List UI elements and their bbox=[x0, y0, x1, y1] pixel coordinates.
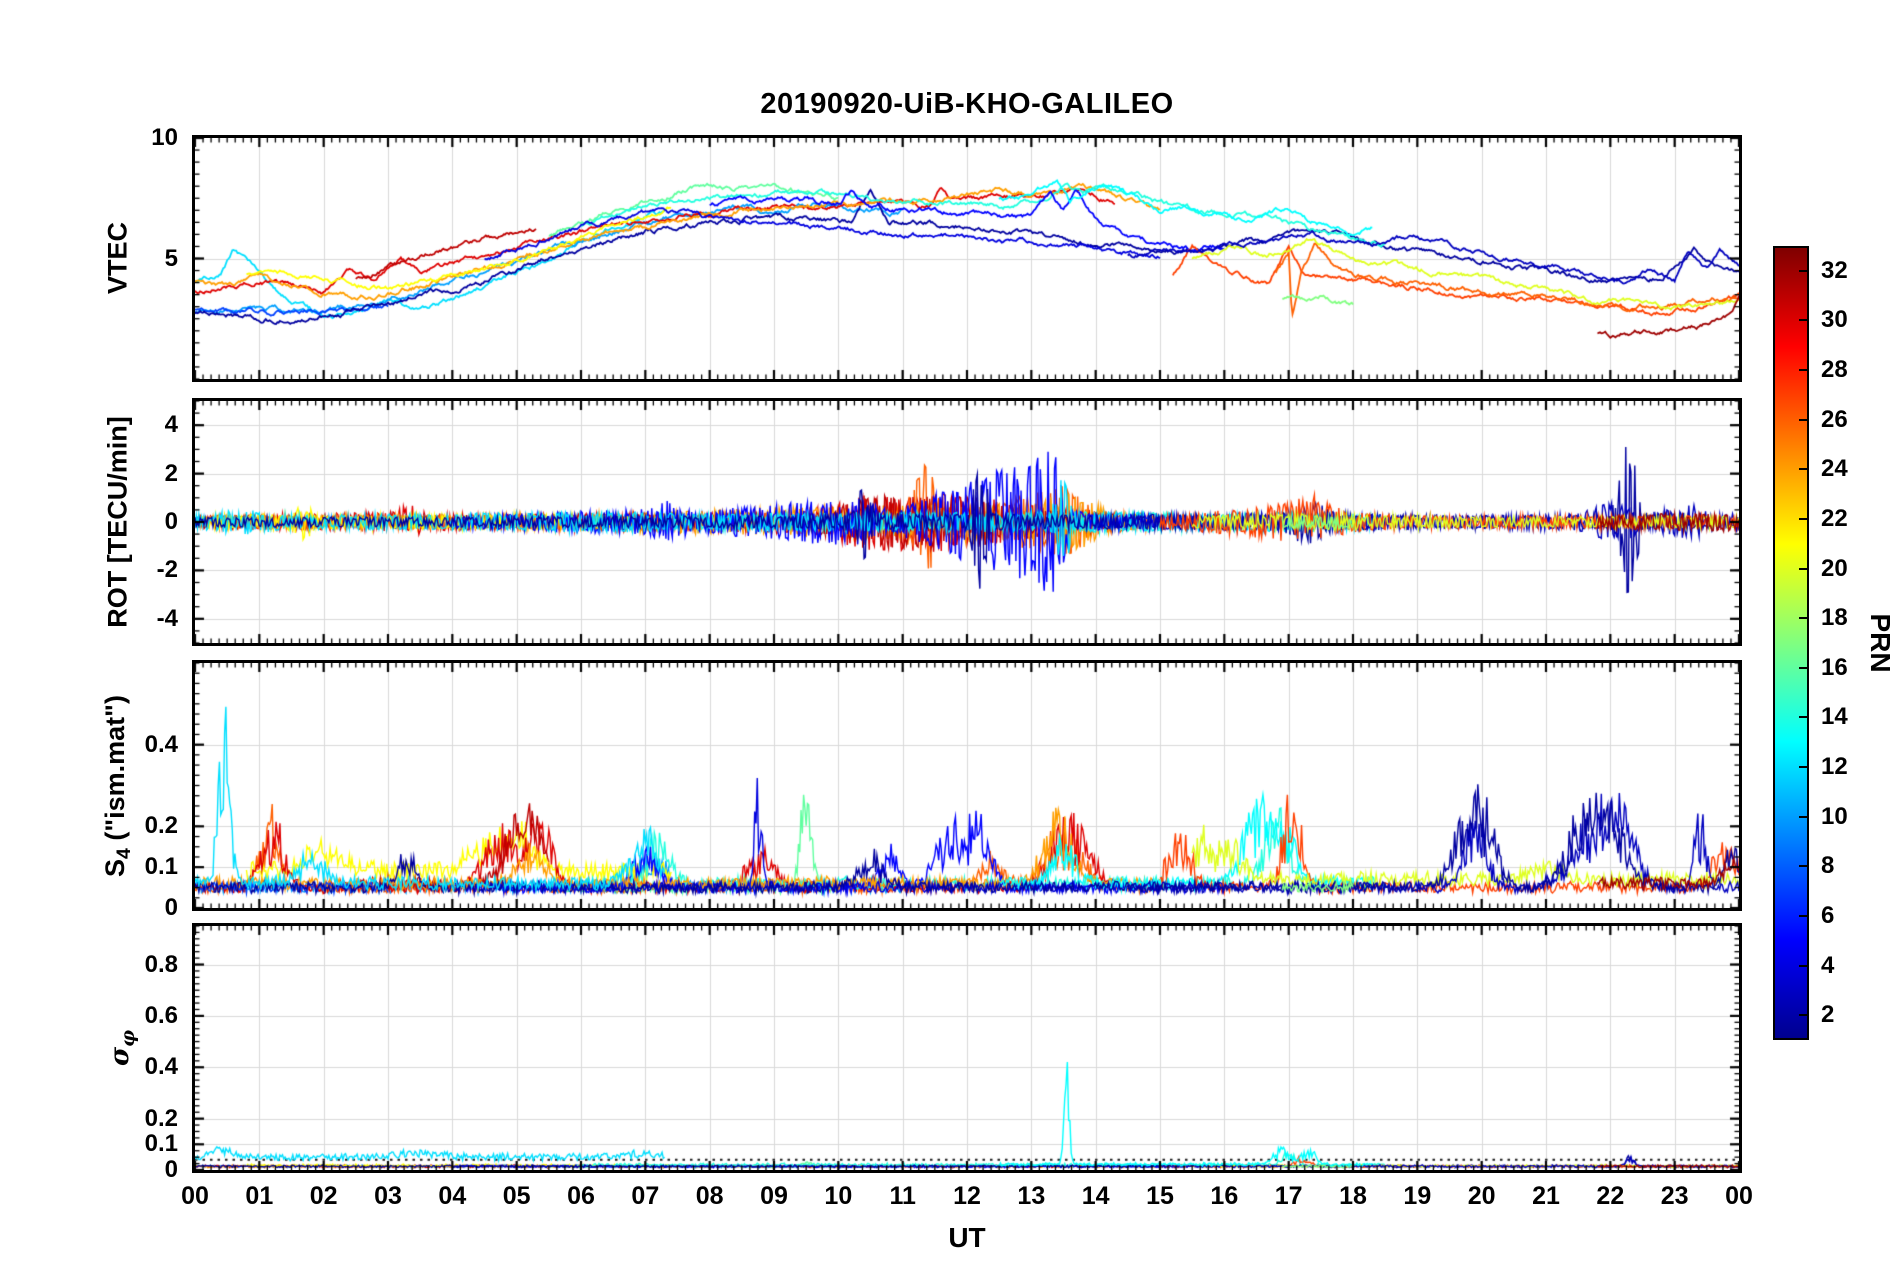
x-tick-label: 03 bbox=[374, 1182, 402, 1210]
x-tick-label: 20 bbox=[1467, 1182, 1496, 1210]
x-tick-label: 13 bbox=[1017, 1182, 1046, 1210]
x-tick-label: 10 bbox=[824, 1182, 853, 1210]
y-tick-label: 0 bbox=[164, 508, 178, 535]
colorbar-tick-label: 24 bbox=[1821, 455, 1848, 483]
colorbar-tick-label: 8 bbox=[1821, 852, 1835, 880]
x-tick-label: 08 bbox=[695, 1182, 724, 1210]
chart-title: 20190920-UiB-KHO-GALILEO bbox=[760, 88, 1174, 120]
colorbar-tick-mark bbox=[1799, 517, 1807, 520]
vtec-plot-canvas bbox=[195, 138, 1739, 379]
x-tick-label: 02 bbox=[309, 1182, 338, 1210]
y-tick-label: 0.4 bbox=[144, 1053, 178, 1081]
colorbar-tick-label: 22 bbox=[1821, 504, 1848, 532]
x-tick-label: 12 bbox=[953, 1182, 981, 1210]
sigma-phi-panel bbox=[192, 923, 1742, 1173]
y-tick-label: 0.4 bbox=[144, 730, 178, 758]
colorbar-tick-label: 16 bbox=[1821, 653, 1848, 681]
colorbar-tick-label: 2 bbox=[1821, 1001, 1835, 1029]
x-tick-label: 14 bbox=[1081, 1182, 1110, 1210]
x-tick-label: 11 bbox=[889, 1182, 916, 1210]
colorbar-tick-label: 10 bbox=[1821, 802, 1848, 830]
colorbar-tick-label: 26 bbox=[1821, 405, 1848, 433]
x-axis-label: UT bbox=[948, 1222, 986, 1253]
colorbar-tick-label: 6 bbox=[1821, 901, 1835, 929]
y-tick-label: 10 bbox=[151, 124, 178, 151]
y-tick-label: 0.1 bbox=[144, 853, 178, 881]
colorbar-tick-mark bbox=[1799, 766, 1807, 769]
colorbar-tick-label: 28 bbox=[1821, 356, 1848, 384]
colorbar-tick-mark bbox=[1799, 319, 1807, 322]
colorbar-tick-mark bbox=[1799, 914, 1807, 917]
x-tick-label: 09 bbox=[760, 1182, 788, 1210]
y-axis-label-s4: S4 ("ism.mat") bbox=[100, 695, 136, 877]
y-axis-label-phi-sub: φ bbox=[117, 1029, 140, 1047]
x-tick-label: 18 bbox=[1339, 1182, 1367, 1210]
x-tick-label: 15 bbox=[1146, 1182, 1174, 1210]
colorbar-tick-label: 14 bbox=[1821, 703, 1848, 731]
y-tick-label: 0 bbox=[164, 894, 178, 921]
x-tick-label: 19 bbox=[1403, 1182, 1432, 1210]
y-tick-label: -2 bbox=[156, 556, 178, 584]
rot-panel bbox=[192, 398, 1742, 646]
y-tick-label: 0 bbox=[164, 1156, 178, 1183]
colorbar-tick-mark bbox=[1799, 815, 1807, 818]
x-tick-label: 04 bbox=[438, 1182, 467, 1210]
x-tick-label: 00 bbox=[1725, 1182, 1753, 1210]
colorbar-tick-mark bbox=[1799, 666, 1807, 669]
x-tick-label: 21 bbox=[1532, 1182, 1560, 1210]
colorbar-tick-mark bbox=[1799, 1014, 1807, 1017]
colorbar-tick-mark bbox=[1799, 617, 1807, 620]
colorbar-tick-label: 30 bbox=[1821, 306, 1848, 334]
colorbar-tick-label: 18 bbox=[1821, 604, 1848, 632]
y-tick-label: 0.8 bbox=[144, 950, 178, 978]
colorbar-tick-mark bbox=[1799, 865, 1807, 868]
y-tick-label: 0.2 bbox=[144, 812, 178, 840]
y-tick-label: 5 bbox=[164, 244, 178, 272]
rot-plot-canvas bbox=[195, 401, 1739, 643]
colorbar-tick-label: 32 bbox=[1821, 256, 1848, 284]
colorbar-tick-mark bbox=[1799, 567, 1807, 570]
colorbar-tick-mark bbox=[1799, 418, 1807, 421]
colorbar-tick-label: 12 bbox=[1821, 753, 1848, 781]
x-tick-label: 05 bbox=[502, 1182, 531, 1210]
sigma-phi-plot-canvas bbox=[195, 926, 1739, 1170]
colorbar-tick-mark bbox=[1799, 716, 1807, 719]
y-tick-label: 0.6 bbox=[144, 1001, 178, 1029]
colorbar-tick-mark bbox=[1799, 269, 1807, 272]
s4-panel bbox=[192, 660, 1742, 911]
x-tick-label: 00 bbox=[181, 1182, 209, 1210]
colorbar-tick-mark bbox=[1799, 964, 1807, 967]
x-tick-label: 16 bbox=[1210, 1182, 1239, 1210]
y-tick-label: -4 bbox=[156, 604, 178, 632]
y-tick-label: 2 bbox=[164, 459, 178, 487]
vtec-panel bbox=[192, 135, 1742, 382]
y-tick-label: 4 bbox=[164, 411, 178, 439]
x-tick-label: 06 bbox=[567, 1182, 595, 1210]
x-tick-label: 01 bbox=[245, 1182, 274, 1210]
y-tick-label: 0.1 bbox=[144, 1130, 178, 1158]
colorbar-tick-mark bbox=[1799, 369, 1807, 372]
colorbar-tick-label: 20 bbox=[1821, 554, 1848, 582]
colorbar-tick-mark bbox=[1799, 468, 1807, 471]
x-tick-label: 17 bbox=[1274, 1182, 1303, 1210]
x-tick-label: 07 bbox=[631, 1182, 660, 1210]
s4-plot-canvas bbox=[195, 663, 1739, 908]
x-tick-label: 23 bbox=[1660, 1182, 1689, 1210]
colorbar-tick-label: 4 bbox=[1821, 951, 1835, 979]
y-tick-label: 0.2 bbox=[144, 1104, 178, 1132]
x-tick-label: 22 bbox=[1596, 1182, 1625, 1210]
colorbar bbox=[1773, 246, 1809, 1040]
